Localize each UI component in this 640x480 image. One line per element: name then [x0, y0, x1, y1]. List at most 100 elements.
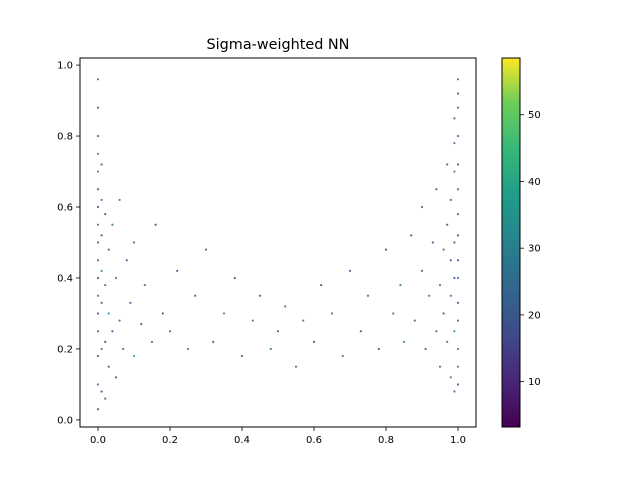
scatter-point: [104, 283, 107, 287]
x-tick-label: 0.6: [306, 435, 322, 446]
scatter-point: [348, 269, 352, 272]
scatter-point: [150, 340, 154, 343]
colorbar-tick-label: 40: [528, 177, 541, 188]
scatter-point: [402, 340, 406, 343]
scatter-point: [453, 276, 456, 280]
scatter-point: [456, 276, 460, 280]
plot-frame: [79, 57, 477, 428]
scatter-point: [204, 248, 208, 251]
colorbar-gradient: [502, 58, 520, 427]
colorbar-ticks: 10 20 30 40 50: [520, 110, 541, 388]
scatter-point: [96, 78, 100, 81]
scatter-point: [111, 330, 114, 333]
scatter-point: [269, 347, 272, 351]
scatter-point: [96, 170, 100, 173]
scatter-point: [104, 397, 107, 400]
colorbar-frame: [501, 57, 521, 428]
x-tick-label: 0.0: [90, 435, 106, 446]
scatter-point: [258, 294, 262, 297]
scatter-point: [341, 354, 344, 358]
scatter-point: [129, 301, 132, 304]
scatter-point: [453, 117, 456, 120]
scatter-point: [413, 319, 416, 322]
scatter-point: [366, 294, 370, 297]
colorbar-tick-label: 20: [528, 310, 541, 321]
scatter-point: [118, 198, 121, 202]
scatter-points: [96, 78, 460, 411]
scatter-point: [399, 283, 402, 287]
scatter-point: [435, 188, 438, 191]
colorbar: 10 20 30 40 50: [501, 57, 541, 428]
scatter-point: [420, 205, 424, 209]
scatter-point: [96, 134, 100, 138]
scatter-point: [96, 383, 100, 386]
scatter-point: [456, 134, 460, 138]
scatter-point: [456, 213, 460, 216]
chart-title: Sigma-weighted NN: [207, 37, 350, 53]
scatter-point: [96, 223, 100, 226]
scatter-point: [212, 340, 215, 343]
x-tick-label: 1.0: [450, 435, 466, 446]
scatter-point: [410, 234, 413, 237]
scatter-point: [446, 163, 449, 166]
scatter-point: [107, 312, 110, 315]
scatter-point: [453, 142, 456, 145]
scatter-point: [96, 241, 100, 244]
y-tick-label: 0.4: [57, 273, 73, 284]
scatter-point: [100, 163, 103, 166]
scatter-point: [424, 347, 427, 351]
scatter-point: [392, 312, 395, 315]
scatter-point: [96, 330, 100, 333]
y-tick-label: 0.2: [57, 344, 73, 355]
scatter-point: [114, 376, 118, 379]
scatter-point: [449, 259, 452, 262]
scatter-point: [222, 312, 226, 315]
x-axis: 0.0 0.2 0.4 0.6 0.8 1.0: [90, 427, 466, 446]
scatter-point: [132, 241, 136, 244]
scatter-point: [96, 106, 100, 109]
scatter-point: [359, 330, 362, 333]
scatter-point: [100, 269, 103, 272]
x-tick-label: 0.2: [162, 435, 178, 446]
scatter-point: [143, 283, 146, 287]
scatter-point: [377, 347, 380, 351]
scatter-point: [114, 276, 118, 280]
scatter-point: [456, 78, 460, 81]
y-tick-label: 0.6: [57, 203, 73, 214]
scatter-point: [456, 92, 460, 95]
scatter-point: [96, 294, 100, 297]
scatter-point: [442, 248, 445, 251]
scatter-point: [107, 248, 110, 251]
scatter-point: [96, 205, 100, 209]
scatter-point: [251, 319, 254, 322]
x-tick-label: 0.4: [234, 435, 250, 446]
scatter-point: [438, 283, 442, 287]
scatter-point: [442, 312, 445, 315]
scatter-point: [428, 294, 431, 297]
scatter-point: [233, 276, 236, 280]
scatter-point: [111, 223, 114, 226]
scatter-point: [104, 340, 107, 343]
y-tick-label: 0.8: [57, 132, 73, 143]
scatter-point: [100, 301, 103, 304]
scatter-point: [449, 198, 452, 202]
scatter-point: [100, 198, 103, 202]
scatter-point: [312, 340, 316, 343]
scatter-point: [194, 294, 197, 297]
scatter-point: [276, 330, 280, 333]
colorbar-tick-label: 50: [528, 110, 541, 121]
scatter-point: [446, 340, 449, 343]
y-tick-label: 0.0: [57, 415, 73, 426]
scatter-point: [449, 376, 452, 379]
scatter-point: [435, 330, 438, 333]
scatter-point: [453, 330, 456, 333]
scatter-point: [456, 365, 460, 368]
scatter-point: [125, 259, 128, 262]
scatter-point: [302, 319, 305, 322]
colorbar-tick-label: 30: [528, 244, 541, 255]
scatter-point: [330, 312, 334, 315]
y-axis: 0.0 0.2 0.4 0.6 0.8 1.0: [57, 61, 80, 426]
scatter-point: [240, 354, 244, 358]
scatter-point: [96, 312, 100, 315]
